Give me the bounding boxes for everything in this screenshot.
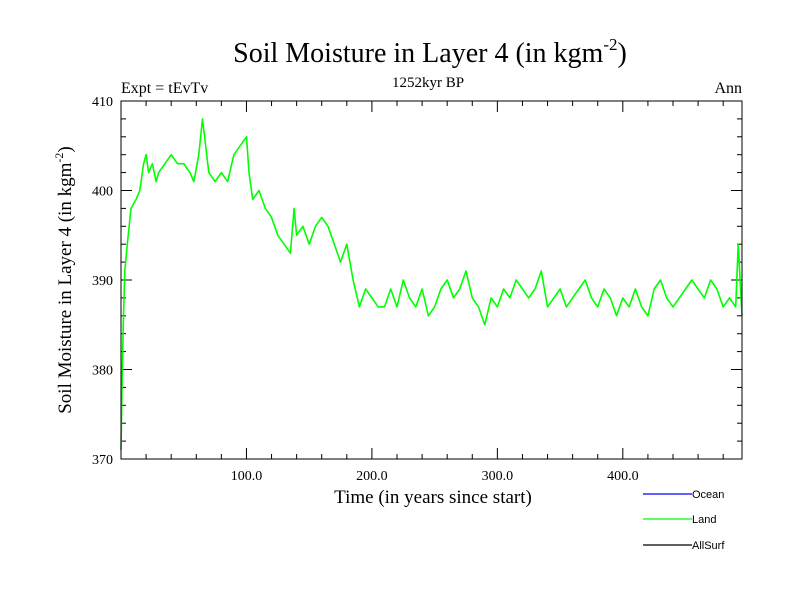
chart-title-close: ) [618,38,627,69]
experiment-label: Expt = tEvTv [121,80,208,97]
plot-frame [120,100,743,460]
season-label: Ann [714,80,742,97]
y-tick-label: 390 [92,274,113,289]
y-tick-labels: 370 380 390 400 410 [92,95,113,468]
x-tick-labels: 100.0 200.0 300.0 400.0 [231,469,639,484]
series-line-land [120,118,743,451]
series-layer [120,118,743,451]
x-tick-label: 300.0 [482,469,514,484]
legend-label-land: Land [692,514,716,526]
y-tick-label: 410 [92,95,113,110]
y-axis-label-close: ) [55,146,76,152]
y-tick-label: 370 [92,453,113,468]
y-axis-label-main: Soil Moisture in Layer 4 (in kgm [55,162,76,413]
y-axis-label: Soil Moisture in Layer 4 (in kgm-2) [52,146,76,414]
chart-title: Soil Moisture in Layer 4 (in kgm-2) [233,35,627,69]
chart-title-exponent: -2 [603,35,617,54]
period-label: 1252kyr BP [392,75,464,91]
y-axis-label-exponent: -2 [52,153,66,163]
x-tick-label: 400.0 [607,469,639,484]
x-axis-label: Time (in years since start) [334,487,532,508]
legend-label-allsurf: AllSurf [692,540,725,552]
x-tick-label: 200.0 [356,469,388,484]
chart-title-main: Soil Moisture in Layer 4 (in kgm [233,38,603,69]
axis-ticks [121,100,742,460]
y-tick-label: 380 [92,364,113,379]
x-tick-label: 100.0 [231,469,263,484]
legend: Ocean Land AllSurf [643,489,725,552]
y-tick-label: 400 [92,185,113,200]
legend-label-ocean: Ocean [692,489,724,501]
